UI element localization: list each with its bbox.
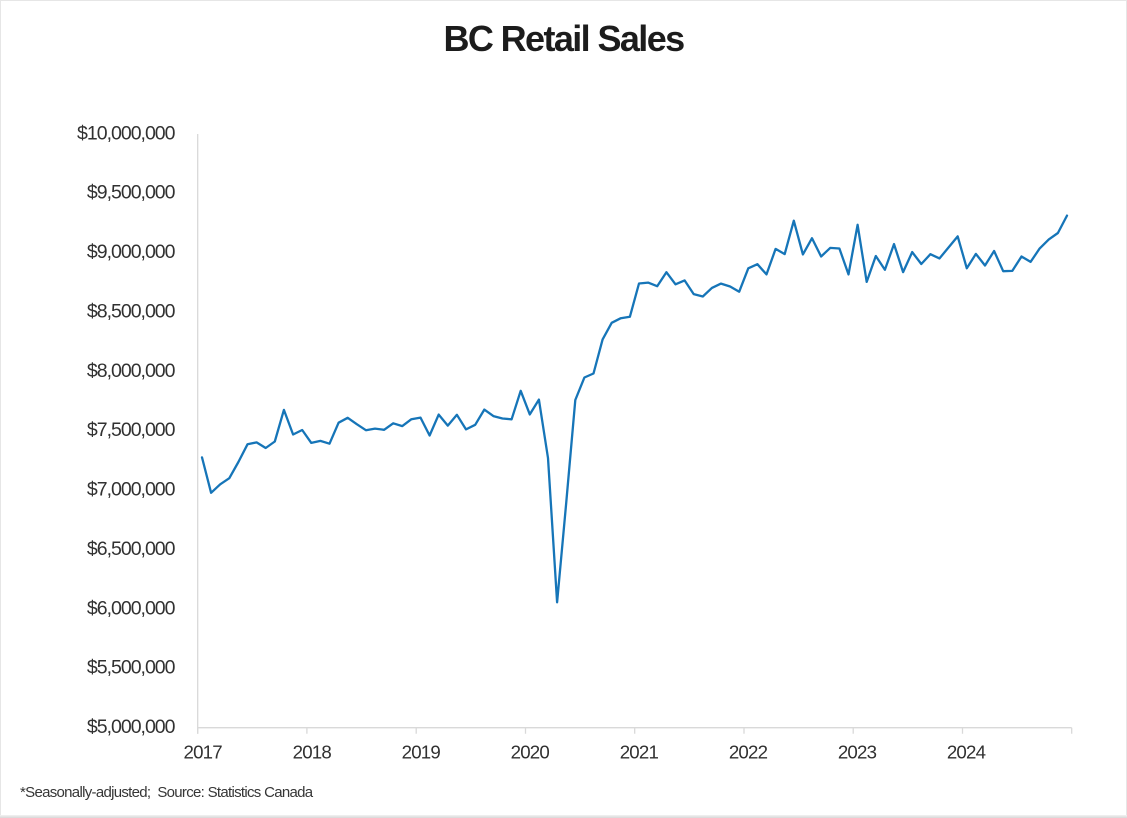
svg-text:$9,000,000: $9,000,000 [87, 241, 176, 263]
svg-text:$7,500,000: $7,500,000 [87, 419, 176, 441]
svg-text:2020: 2020 [511, 742, 550, 763]
svg-text:2018: 2018 [293, 742, 332, 763]
svg-text:$6,500,000: $6,500,000 [87, 538, 176, 560]
svg-text:2019: 2019 [402, 742, 441, 763]
svg-text:$8,500,000: $8,500,000 [87, 300, 176, 322]
svg-text:2017: 2017 [184, 742, 223, 763]
svg-text:$8,000,000: $8,000,000 [87, 360, 176, 382]
svg-text:$10,000,000: $10,000,000 [77, 122, 176, 144]
svg-text:$9,500,000: $9,500,000 [87, 182, 176, 204]
svg-text:2023: 2023 [838, 742, 877, 763]
svg-text:2022: 2022 [729, 742, 768, 763]
svg-text:$6,000,000: $6,000,000 [87, 597, 176, 619]
svg-text:2024: 2024 [947, 742, 986, 763]
svg-text:$5,000,000: $5,000,000 [87, 716, 176, 738]
svg-text:$7,000,000: $7,000,000 [87, 479, 176, 501]
svg-text:2021: 2021 [620, 742, 659, 763]
svg-text:$5,500,000: $5,500,000 [87, 657, 176, 679]
